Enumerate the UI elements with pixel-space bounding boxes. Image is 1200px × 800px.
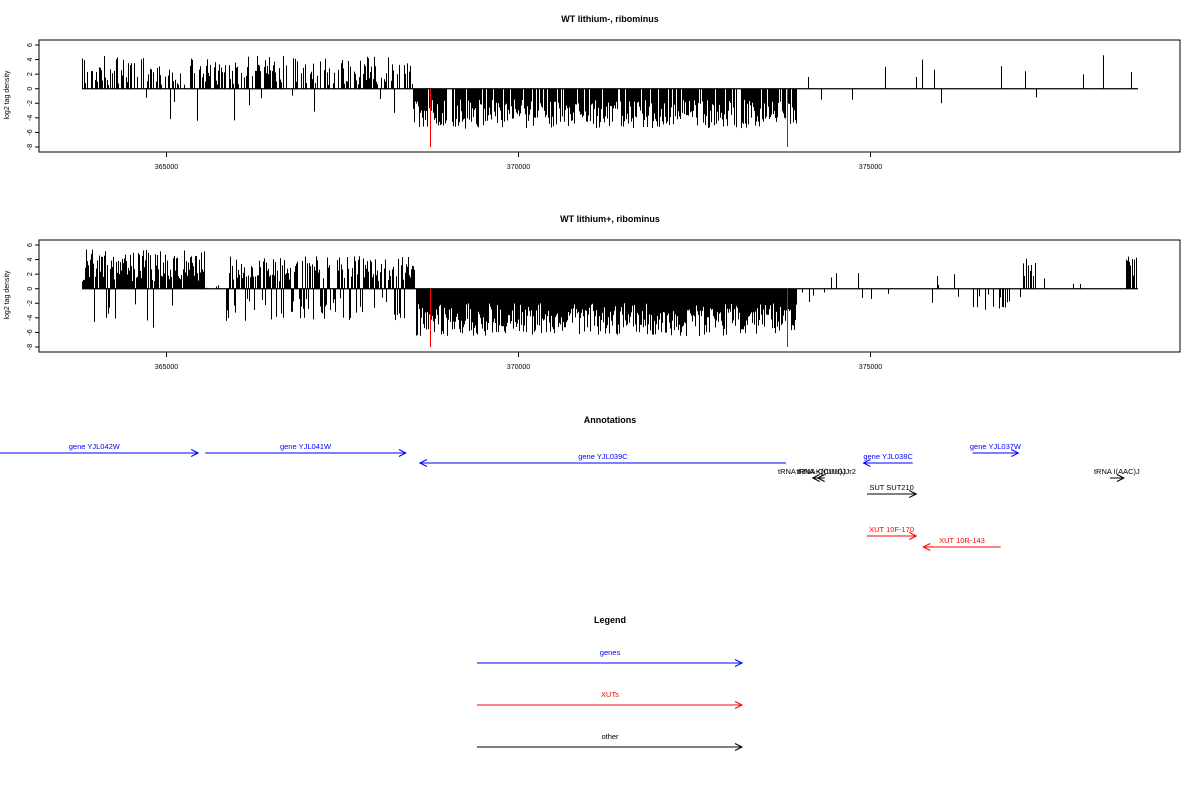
arrow-head — [909, 490, 918, 498]
chart-title: WT lithium-, ribominus — [561, 14, 659, 24]
y-tick-label: 4 — [27, 258, 34, 262]
arrow-head — [1011, 449, 1020, 457]
y-tick-label: 6 — [27, 43, 34, 47]
y-tick-label: -4 — [27, 115, 34, 121]
annotation-label: gene YJL038C — [863, 452, 913, 461]
legend-item-gene: genes — [477, 648, 744, 667]
arrow-head — [816, 474, 825, 482]
annotations-title: Annotations — [584, 415, 637, 425]
arrow-head — [909, 532, 918, 540]
y-tick-label: 4 — [27, 58, 34, 62]
annotation-label: gene YJL041W — [280, 442, 332, 451]
annotation-label: XUT 10R-143 — [939, 536, 985, 545]
x-tick-label: 370000 — [507, 364, 530, 371]
legend-label: XUTs — [601, 690, 619, 699]
chart-panel-lithium-minus: WT lithium-, ribominus log2 tag density … — [4, 14, 1181, 171]
y-axis-label: log2 tag density — [4, 270, 11, 320]
annotation-xut: XUT 10R-143 — [922, 536, 1001, 551]
annotations-panel: Annotations gene YJL042W gene YJL041W gene… — [0, 415, 1140, 551]
annotation-other: SUT SUT210 — [866, 483, 918, 498]
legend-panel: Legend genes XUTs other — [477, 615, 744, 751]
legend-item-xut: XUTs — [477, 690, 744, 709]
y-tick-label: -8 — [27, 144, 34, 150]
arrow-head — [734, 659, 744, 667]
plot-frame — [38, 239, 1181, 353]
y-tick-label: 6 — [27, 243, 34, 247]
bar-series — [82, 249, 1137, 336]
annotation-label: XUT 10F-170 — [869, 525, 914, 534]
annotation-gene: gene YJL038C — [862, 452, 913, 467]
legend-title: Legend — [594, 615, 626, 625]
chart-title: WT lithium+, ribominus — [560, 214, 660, 224]
y-tick-label: -2 — [27, 300, 34, 306]
arrow-head — [922, 543, 931, 551]
arrow-head — [811, 474, 820, 482]
arrow-head — [418, 459, 428, 467]
x-tick-label: 365000 — [155, 164, 178, 171]
annotation-xut: XUT 10F-170 — [866, 525, 918, 540]
arrow-head — [1116, 474, 1126, 482]
arrow-head — [734, 701, 744, 709]
chart-panel-lithium-plus: WT lithium+, ribominus log2 tag density … — [4, 214, 1181, 371]
annotation-label: SUT SUT210 — [869, 483, 913, 492]
legend-label: other — [601, 732, 619, 741]
arrow-head — [190, 449, 200, 457]
annotation-label: gene YJL039C — [578, 452, 628, 461]
annotation-label: tRNA I(AAC)J — [1094, 467, 1140, 476]
x-tick-label: 370000 — [507, 164, 530, 171]
y-tick-label: -6 — [27, 129, 34, 135]
y-tick-label: -2 — [27, 100, 34, 106]
plot-frame — [38, 39, 1181, 153]
legend-item-other: other — [477, 732, 744, 751]
annotation-label: gene YJL037W — [970, 442, 1022, 451]
arrow-head — [734, 743, 744, 751]
annotation-label: gene YJL042W — [69, 442, 121, 451]
bar-series — [82, 55, 1132, 129]
legend-label: genes — [600, 648, 621, 657]
annotation-other: tRNA I(AAC)J — [1094, 467, 1140, 482]
y-tick-label: 2 — [27, 272, 34, 276]
annotation-other: tRNA K(CUU)J — [796, 467, 846, 482]
annotation-gene: gene YJL042W — [0, 442, 200, 457]
arrow-head — [862, 459, 871, 467]
annotation-gene: gene YJL037W — [970, 442, 1022, 457]
annotation-gene: gene YJL039C — [418, 452, 786, 467]
y-tick-label: 2 — [27, 72, 34, 76]
annotation-gene: gene YJL041W — [205, 442, 407, 457]
annotation-label: tRNA K(CUU)J — [796, 467, 846, 476]
y-tick-label: 0 — [27, 87, 34, 91]
y-axis-label: log2 tag density — [4, 70, 11, 120]
y-tick-label: -6 — [27, 329, 34, 335]
arrow-head — [398, 449, 407, 457]
x-tick-label: 375000 — [859, 364, 882, 371]
y-tick-label: -8 — [27, 344, 34, 350]
x-tick-label: 365000 — [155, 364, 178, 371]
y-tick-label: -4 — [27, 315, 34, 321]
y-tick-label: 0 — [27, 287, 34, 291]
annotation-label: tRNA tRNA-Q(UUG)Jr2 — [778, 467, 856, 476]
x-tick-label: 375000 — [859, 164, 882, 171]
